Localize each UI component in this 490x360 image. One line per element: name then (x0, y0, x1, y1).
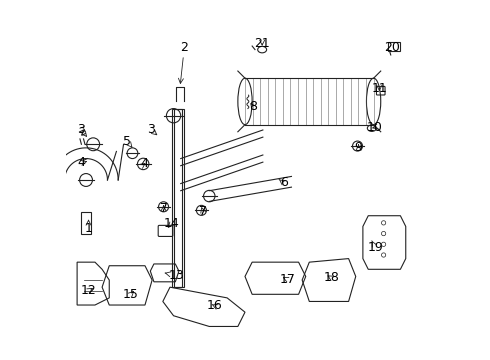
Text: 9: 9 (355, 141, 363, 154)
Text: 21: 21 (254, 37, 270, 50)
Text: 10: 10 (367, 121, 382, 134)
Text: 13: 13 (165, 269, 184, 282)
Text: 4: 4 (140, 157, 148, 170)
Text: 14: 14 (164, 217, 180, 230)
Text: 17: 17 (279, 273, 295, 286)
Text: 11: 11 (371, 82, 387, 95)
Text: 4: 4 (77, 156, 86, 169)
Bar (173, 109, 182, 287)
Text: 6: 6 (279, 176, 288, 189)
Text: 20: 20 (384, 41, 400, 54)
Text: 5: 5 (123, 135, 132, 148)
Text: 2: 2 (178, 41, 188, 84)
Bar (388, 42, 400, 51)
Text: 3: 3 (147, 123, 157, 136)
Text: 3: 3 (77, 123, 87, 136)
Text: 7: 7 (199, 205, 207, 218)
Text: 19: 19 (368, 241, 383, 255)
Bar (172, 109, 184, 287)
Text: 15: 15 (123, 288, 139, 301)
Text: 8: 8 (249, 100, 257, 113)
Text: 1: 1 (85, 220, 93, 235)
Bar (81, 212, 92, 234)
Text: 7: 7 (160, 202, 168, 215)
Text: 16: 16 (207, 299, 222, 312)
Text: 12: 12 (81, 284, 97, 297)
Text: 18: 18 (323, 271, 340, 284)
